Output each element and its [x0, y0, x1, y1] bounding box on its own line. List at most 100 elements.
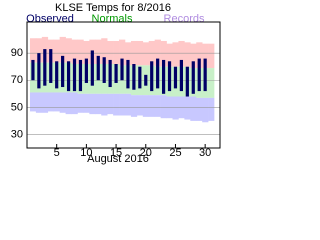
x-tick-label: 25	[169, 147, 181, 159]
record-high-band	[53, 39, 60, 63]
legend-entry: Records	[164, 13, 205, 25]
observed-bar	[96, 55, 100, 81]
record-low-band	[208, 97, 215, 121]
observed-bar	[114, 64, 118, 83]
observed-bar	[120, 58, 124, 81]
record-high-band	[83, 40, 90, 64]
observed-bar	[43, 49, 47, 86]
x-tick-label: 15	[110, 147, 122, 159]
observed-bar	[144, 74, 148, 86]
record-high-band	[77, 39, 84, 64]
record-low-band	[124, 93, 132, 116]
record-low-band	[119, 93, 126, 116]
record-high-band	[202, 43, 209, 69]
record-high-band	[29, 38, 37, 63]
record-low-band	[196, 97, 203, 121]
observed-bar	[31, 59, 35, 81]
observed-bar	[61, 55, 65, 88]
record-low-band	[53, 92, 60, 112]
record-low-band	[107, 93, 114, 115]
record-high-band	[166, 43, 173, 67]
observed-bar	[173, 66, 178, 89]
record-high-band	[196, 42, 203, 69]
record-low-band	[202, 97, 209, 123]
chart-title: KLSE Temps for 8/2016	[55, 2, 171, 14]
record-low-band	[154, 95, 161, 117]
record-low-band	[184, 96, 191, 120]
record-low-band	[89, 93, 96, 115]
normal-band	[208, 68, 215, 98]
record-low-band	[77, 93, 84, 113]
record-low-band	[41, 92, 49, 113]
observed-bar	[191, 61, 195, 94]
x-tick-label: 10	[80, 147, 92, 159]
record-high-band	[65, 38, 72, 63]
observed-bar	[108, 59, 112, 88]
record-low-band	[95, 93, 102, 115]
record-low-band	[83, 93, 90, 113]
record-low-band	[35, 92, 43, 113]
record-low-band	[59, 92, 66, 113]
observed-bar	[179, 59, 183, 92]
record-low-band	[190, 96, 197, 121]
observed-bar	[78, 59, 83, 92]
observed-bar	[185, 66, 189, 97]
y-tick-label: 70	[11, 74, 23, 86]
record-low-band	[47, 92, 55, 112]
y-tick-label: 50	[11, 101, 23, 113]
observed-bar	[138, 66, 142, 89]
record-high-band	[71, 39, 78, 64]
record-low-band	[65, 92, 72, 115]
observed-bar	[150, 61, 154, 92]
record-high-band	[190, 43, 197, 69]
record-low-band	[113, 93, 120, 116]
record-low-band	[101, 93, 108, 116]
observed-bar	[37, 53, 41, 89]
record-low-band	[160, 95, 167, 119]
plot-frame	[26, 21, 221, 149]
record-high-band	[95, 39, 102, 64]
observed-bar	[90, 50, 94, 86]
record-high-band	[101, 38, 108, 64]
record-low-band	[172, 96, 179, 120]
record-high-band	[178, 40, 185, 67]
record-high-band	[59, 36, 66, 63]
record-high-band	[184, 42, 191, 67]
observed-bar	[126, 59, 130, 89]
record-high-band	[142, 42, 150, 66]
legend-entry: Normals	[92, 13, 133, 25]
record-high-band	[160, 40, 167, 67]
legend-entry: Observed	[26, 13, 74, 25]
record-high-band	[113, 40, 120, 64]
record-high-band	[172, 42, 179, 67]
y-tick-label: 30	[11, 128, 23, 140]
x-tick-label: 30	[199, 147, 211, 159]
y-tick-label: 90	[11, 47, 23, 59]
observed-bar	[132, 64, 136, 90]
observed-bar	[55, 61, 59, 89]
record-high-band	[208, 43, 215, 69]
observed-bar	[156, 58, 160, 89]
record-high-band	[124, 42, 132, 66]
x-axis-label: August 2016	[87, 153, 149, 165]
record-low-band	[142, 95, 150, 117]
observed-bar	[84, 58, 88, 83]
record-high-band	[119, 39, 126, 66]
observed-bar	[72, 58, 77, 92]
observed-bar	[66, 61, 71, 92]
observed-bar	[197, 58, 201, 92]
observed-bar	[102, 57, 106, 83]
record-low-band	[148, 95, 155, 117]
record-low-band	[29, 92, 37, 112]
record-low-band	[71, 92, 78, 115]
record-low-band	[130, 95, 138, 117]
record-low-band	[136, 95, 144, 116]
record-high-band	[107, 40, 114, 64]
x-tick-label: 20	[140, 147, 152, 159]
observed-bar	[161, 59, 166, 94]
chart: KLSE Temps for 8/2016 August 2016 Observ…	[11, 2, 221, 165]
observed-bar	[49, 49, 53, 83]
x-tick-label: 5	[54, 147, 60, 159]
observed-bar	[203, 58, 207, 92]
observed-bar	[167, 61, 172, 92]
